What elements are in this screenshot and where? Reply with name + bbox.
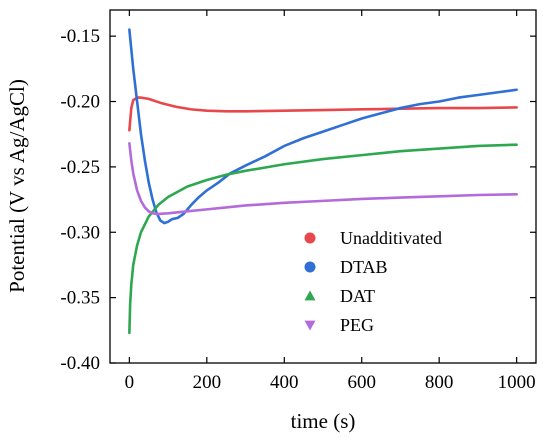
x-tick-label: 800	[425, 372, 454, 393]
legend: Unadditivated DTAB DAT PEG	[304, 228, 442, 335]
x-axis-label: time (s)	[291, 409, 356, 433]
legend-marker-2	[304, 290, 316, 301]
x-tick-label: 400	[270, 372, 299, 393]
series-line-1	[128, 28, 518, 225]
series-line-2	[128, 143, 518, 335]
ticks-layer: 0 200 400 600 800 1000 -0.40 -0.35 -0.30 -0.25 -0.…	[60, 10, 536, 393]
y-tick-label: -0.20	[60, 92, 100, 113]
legend-marker-1	[304, 261, 316, 273]
series-line-3	[128, 142, 518, 216]
legend-marker-3	[304, 320, 316, 331]
y-axis-label: Potential (V vs Ag/AgCl)	[5, 79, 29, 293]
x-tick-label: 1000	[498, 372, 536, 393]
legend-marker-0	[304, 232, 316, 244]
y-tick-label: -0.15	[60, 26, 100, 47]
x-tick-label: 200	[193, 372, 222, 393]
y-tick-label: -0.40	[60, 353, 100, 374]
legend-label-3: PEG	[340, 315, 374, 335]
y-tick-label: -0.35	[60, 288, 100, 309]
legend-label-1: DTAB	[340, 257, 388, 277]
series-line-0	[128, 96, 518, 132]
x-tick-label: 0	[125, 372, 135, 393]
legend-label-2: DAT	[340, 286, 375, 306]
series-layer	[128, 28, 518, 335]
x-tick-label: 600	[347, 372, 376, 393]
plot-frame	[109, 9, 537, 364]
legend-label-0: Unadditivated	[340, 228, 442, 248]
y-tick-label: -0.30	[60, 222, 100, 243]
y-tick-label: -0.25	[60, 157, 100, 178]
